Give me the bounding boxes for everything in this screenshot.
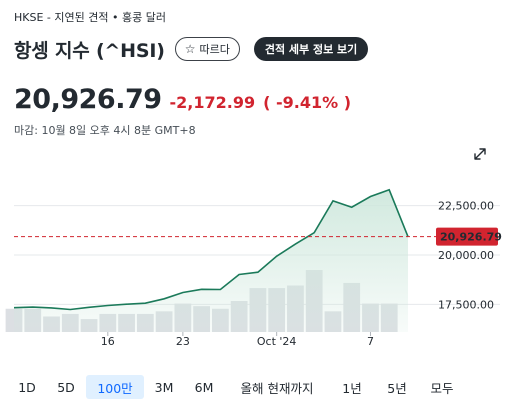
range-option[interactable]: 100만: [86, 375, 144, 399]
quote-details-button[interactable]: 견적 세부 정보 보기: [253, 37, 369, 61]
price-area: [14, 189, 408, 332]
star-icon: ☆: [184, 42, 196, 56]
x-tick-label: 16: [101, 335, 115, 348]
y-tick-label: 22,500.00: [438, 200, 494, 213]
price-chart[interactable]: 22,500.00 20,000.00 17,500.00 16 23 Oct '24 7…: [0, 170, 510, 370]
page-title: 항셍 지수 (^HSI): [14, 39, 165, 62]
y-tick-label: 17,500.00: [438, 298, 494, 311]
x-tick-label: Oct '24: [257, 335, 297, 348]
x-tick-label: 7: [367, 335, 374, 348]
expand-icon[interactable]: [470, 144, 490, 164]
follow-button-label: 따르다: [199, 43, 230, 56]
title-row: 항셍 지수 (^HSI) ☆ 따르다 견적 세부 정보 보기: [14, 36, 369, 62]
current-price: 20,926.79: [14, 84, 162, 115]
price-change-percent: ( -9.41% ): [263, 93, 352, 112]
range-option[interactable]: 1D: [18, 379, 36, 395]
time-range-selector: 1D 5D 100만 3M 6M 올해 현재까지 1년 5년 모두: [8, 374, 504, 400]
market-close-time: 마감: 10월 8일 오후 4시 8분 GMT+8: [14, 124, 196, 137]
price-line: [13, 188, 409, 311]
last-price-tag-text: 20,926.79: [440, 231, 502, 244]
x-tick-label: 23: [176, 335, 190, 348]
quote-row: 20,926.79 -2,172.99 ( -9.41% ): [14, 84, 351, 115]
price-change: -2,172.99: [169, 93, 256, 112]
range-option[interactable]: 5D: [57, 379, 75, 395]
range-option[interactable]: 5년: [387, 380, 407, 396]
range-option[interactable]: 1년: [342, 380, 362, 396]
last-price-tag: 20,926.79: [436, 227, 502, 246]
exchange-meta: HKSE - 지연된 견적 • 홍콩 달러: [14, 11, 166, 24]
range-option[interactable]: 6M: [194, 379, 214, 395]
range-option[interactable]: 모두: [430, 380, 454, 396]
range-option[interactable]: 3M: [154, 379, 174, 395]
follow-button[interactable]: ☆ 따르다: [174, 37, 240, 61]
range-option[interactable]: 올해 현재까지: [240, 380, 314, 396]
y-tick-label: 20,000.00: [438, 249, 494, 262]
